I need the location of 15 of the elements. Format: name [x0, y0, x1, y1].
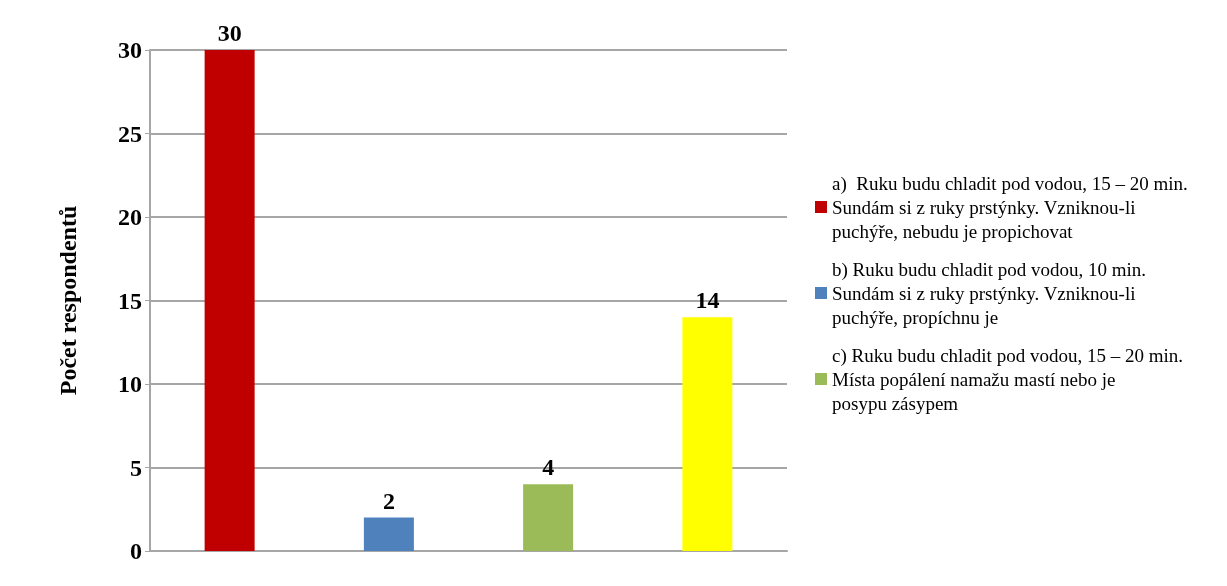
y-axis-title: Počet respondentů	[55, 205, 81, 396]
y-tick-label: 10	[118, 371, 142, 397]
y-tick-label: 0	[130, 538, 142, 564]
data-label: 2	[382, 487, 395, 514]
legend-label: a) Ruku budu chladit pod vodou, 15 – 20 min. Sundám si z ruky prstýnky. Vzniknou-li puchýře, nebudu je propichovat	[832, 172, 1193, 242]
data-label: 30	[217, 20, 242, 46]
y-tick-label: 25	[118, 120, 142, 147]
y-tick-label: 20	[118, 204, 142, 230]
legend-label: c) Ruku budu chladit pod vodou, 15 – 20 min. Místa popálení namažu mastí nebo je posypu zásypem	[832, 344, 1188, 414]
legend-label: b) Ruku budu chladit pod vodou, 10 min. Sundám si z ruky prstýnky. Vzniknou-li puchýře, propíchnu je	[832, 258, 1151, 328]
data-label: 14	[695, 287, 720, 314]
data-label: 4	[542, 454, 555, 481]
y-tick-label: 15	[118, 287, 142, 314]
y-tick-label: 30	[118, 37, 142, 63]
y-tick-label: 5	[130, 454, 142, 481]
